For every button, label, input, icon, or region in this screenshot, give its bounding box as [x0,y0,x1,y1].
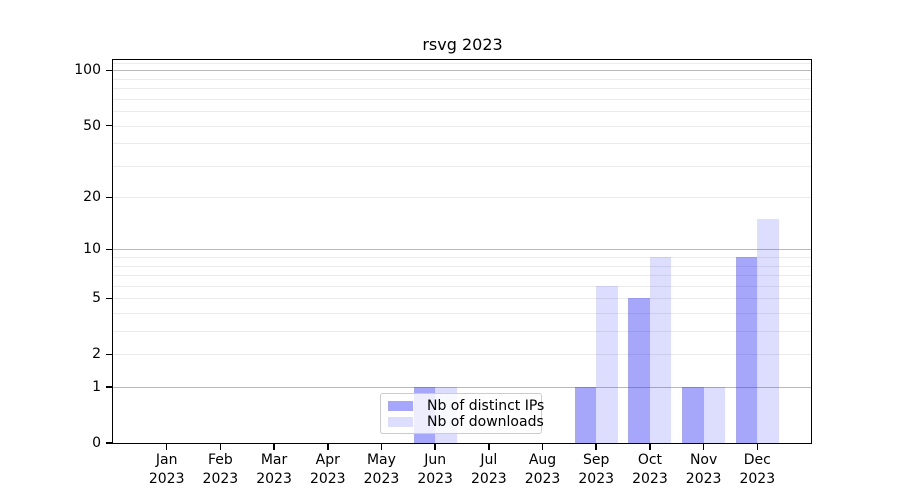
y-tick-label: 100 [74,62,101,79]
legend-item-distinct-ips: Nb of distinct IPs [388,398,544,414]
bar-downloads [596,285,618,443]
plot-area: Nb of distinct IPs Nb of downloads 0 1 2 5 1… [74,59,812,487]
minor-gridline [113,88,811,90]
x-tick-mark [702,444,705,450]
x-tick-label: Dec 2023 [739,452,776,487]
legend-label-distinct-ips: Nb of distinct IPs [427,398,545,414]
y-tick-mark [106,442,112,444]
legend-item-downloads: Nb of downloads [388,414,544,430]
x-tick-label: May 2023 [363,452,400,487]
y-tick-label: 50 [83,117,101,134]
minor-gridline [113,313,811,315]
x-tick-mark [541,444,544,450]
y-tick-mark [106,196,112,198]
bar-distinct-ips [628,298,650,443]
minor-gridline [113,143,811,145]
x-tick-label: Jun 2023 [417,452,453,487]
minor-gridline [113,197,811,199]
x-tick-mark [380,444,383,450]
x-tick-label: Feb 2023 [202,452,239,487]
minor-gridline [113,275,811,277]
legend-label-downloads: Nb of downloads [427,414,544,430]
y-tick-label: 20 [83,189,101,206]
x-tick-mark [273,444,275,450]
y-tick-label: 5 [92,290,101,307]
x-tick-mark [219,444,222,450]
minor-gridline [113,62,811,64]
minor-gridline [113,98,811,100]
minor-gridline [113,111,811,113]
y-tick-mark [106,69,112,72]
bar-distinct-ips [574,387,597,443]
x-tick-mark [488,444,490,450]
y-tick-mark [106,297,112,300]
bar-downloads [757,219,779,443]
bar-distinct-ips [735,257,758,443]
minor-gridline [113,298,811,300]
minor-gridline [113,125,811,127]
x-tick-mark [165,444,168,450]
y-tick-label: 10 [83,241,101,258]
y-tick-label: 2 [92,346,101,363]
legend: Nb of distinct IPs Nb of downloads [380,393,544,434]
minor-gridline [113,265,811,267]
minor-gridline [113,78,811,80]
x-tick-mark [595,444,597,450]
legend-swatch-distinct-ips [388,401,413,411]
y-tick-mark [106,353,112,356]
x-tick-label: Oct 2023 [632,452,668,487]
legend-swatch-downloads [388,417,413,427]
minor-gridline [113,285,811,287]
minor-gridline [113,257,811,259]
chart-title: rsvg 2023 [422,35,503,54]
minor-gridline [113,165,811,167]
bar-downloads [649,257,672,443]
x-tick-mark [649,444,651,450]
x-tick-label: Jul 2023 [471,452,507,487]
major-gridline [113,249,811,251]
x-tick-label: Nov 2023 [685,452,722,487]
x-tick-label: Mar 2023 [256,452,292,487]
minor-gridline [113,354,811,356]
y-tick-label: 1 [92,379,101,396]
x-tick-mark [327,444,329,450]
y-tick-mark [106,124,112,127]
x-tick-mark [756,444,759,450]
x-tick-mark [434,444,436,450]
minor-gridline [113,331,811,333]
x-tick-label: Sep 2023 [578,452,615,487]
x-tick-label: Aug 2023 [524,452,561,487]
bar-downloads [703,387,726,443]
x-tick-label: Jan 2023 [148,452,185,487]
bar-distinct-ips [682,387,704,443]
major-gridline [113,387,811,389]
y-tick-mark [106,386,112,388]
major-gridline [113,70,811,72]
y-tick-label: 0 [92,435,101,451]
x-tick-label: Apr 2023 [309,452,346,487]
y-tick-mark [106,248,112,251]
